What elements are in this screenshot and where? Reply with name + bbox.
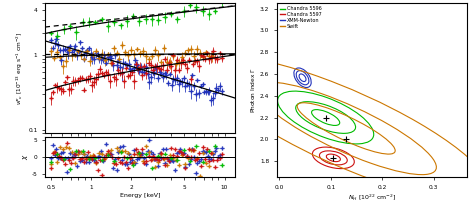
X-axis label: $N_H\ [10^{22}\ {\rm cm^{-2}}]$: $N_H\ [10^{22}\ {\rm cm^{-2}}]$ [347,193,396,203]
Y-axis label: Photon Index $\Gamma$: Photon Index $\Gamma$ [249,67,257,113]
Y-axis label: $\chi$: $\chi$ [21,154,30,161]
X-axis label: Energy [keV]: Energy [keV] [120,193,160,198]
Y-axis label: $\nu F_\nu\ [10^{-13}\ {\rm erg\ s^{-1}\ cm^{-2}}]$: $\nu F_\nu\ [10^{-13}\ {\rm erg\ s^{-1}\… [15,31,26,105]
Legend: Chandra 5596, Chandra 5597, XMM-Newton, Swift: Chandra 5596, Chandra 5597, XMM-Newton, … [279,6,323,30]
